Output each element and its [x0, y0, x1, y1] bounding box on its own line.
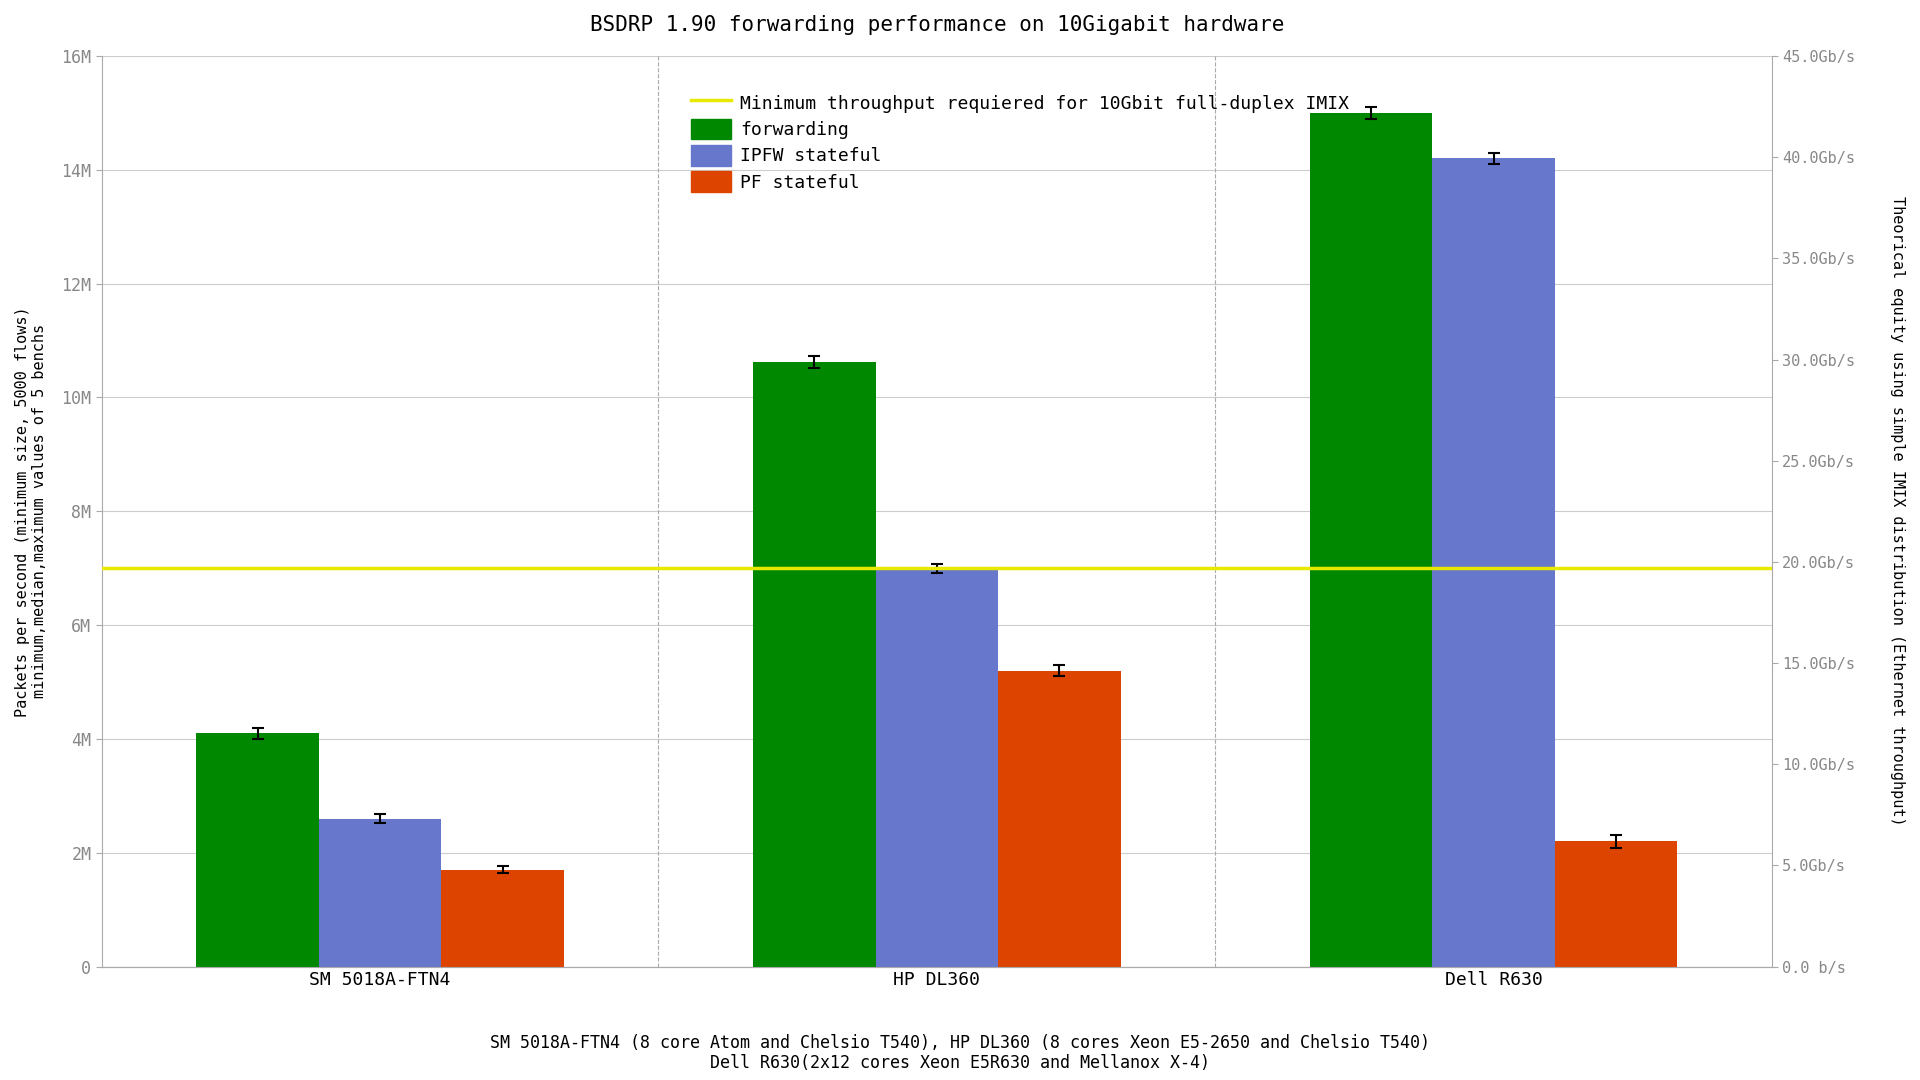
- Bar: [998, 671, 1121, 967]
- Bar: [319, 819, 442, 967]
- Bar: [1432, 159, 1555, 967]
- Bar: [876, 568, 998, 967]
- Y-axis label: Packets per second (minimum size, 5000 flows)
minimum,median,maximum values of 5: Packets per second (minimum size, 5000 f…: [15, 306, 48, 717]
- Text: SM 5018A-FTN4 (8 core Atom and Chelsio T540), HP DL360 (8 cores Xeon E5-2650 and: SM 5018A-FTN4 (8 core Atom and Chelsio T…: [490, 1034, 1430, 1072]
- Y-axis label: Theorical equity using simple IMIX distribution (Ethernet throughput): Theorical equity using simple IMIX distr…: [1889, 197, 1905, 826]
- Title: BSDRP 1.90 forwarding performance on 10Gigabit hardware: BSDRP 1.90 forwarding performance on 10G…: [589, 15, 1284, 35]
- Bar: [1555, 841, 1678, 967]
- Bar: [1309, 113, 1432, 967]
- Bar: [753, 362, 876, 967]
- Legend: Minimum throughput requiered for 10Gbit full-duplex IMIX, forwarding, IPFW state: Minimum throughput requiered for 10Gbit …: [682, 83, 1357, 201]
- Bar: [196, 733, 319, 967]
- Bar: [442, 869, 564, 967]
